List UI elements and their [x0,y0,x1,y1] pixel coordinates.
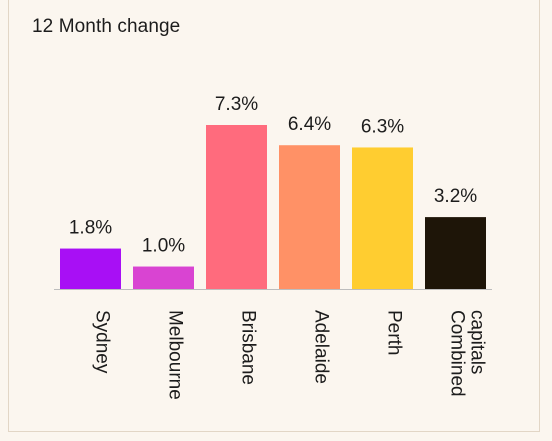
value-label: 7.3% [215,94,258,115]
x-tick-label: Adelaide [311,310,332,384]
x-tick-label: capitals [467,310,488,374]
x-tick-label: Sydney [92,310,113,374]
value-label: 1.8% [69,218,112,239]
bar-melbourne [133,266,194,289]
x-tick-label: Combined [447,310,468,397]
chart-title: 12 Month change [32,16,181,37]
value-label: 1.0% [142,236,185,257]
chart-card [8,0,540,432]
bar-perth [352,147,413,289]
bar-brisbane [206,125,267,289]
x-tick-label: Perth [384,310,405,355]
bar-sydney [60,248,121,289]
value-label: 3.2% [434,186,477,207]
value-label: 6.4% [288,114,331,135]
bar-adelaide [279,145,340,289]
bar-combined-capitals [425,217,486,289]
value-label: 6.3% [361,116,404,137]
x-tick-label: Melbourne [165,310,186,400]
x-tick-label: Brisbane [238,310,259,385]
